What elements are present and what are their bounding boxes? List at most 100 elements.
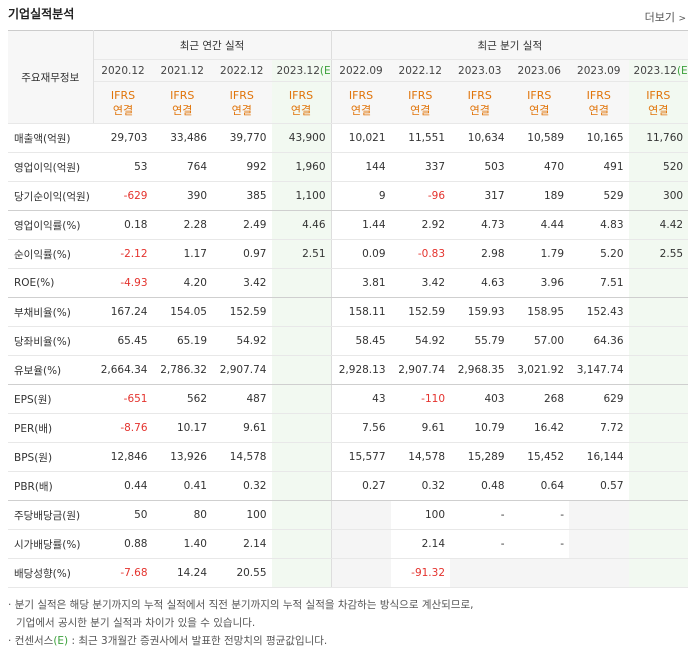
value-cell: 57.00: [509, 326, 570, 356]
period-cell: 2023.12(E): [628, 59, 689, 82]
value-cell: [628, 355, 689, 385]
value-cell: [628, 558, 689, 588]
value-cell: 65.19: [152, 326, 212, 356]
row-label: 영업이익률(%): [8, 210, 93, 240]
value-cell: [271, 384, 332, 414]
value-cell: [628, 500, 689, 530]
value-cell: 11,760: [628, 123, 689, 153]
data-row: 유보율(%) 2,664.34 2,786.32 2,907.74 2,928.13 2,…: [8, 355, 689, 385]
row-label: PBR(배): [8, 471, 93, 501]
data-row: BPS(원) 12,846 13,926 14,578 15,577 14,578 15,2…: [8, 442, 689, 472]
period-date: 2022.09: [339, 64, 383, 77]
value-cell: 43: [330, 384, 391, 414]
data-row: 배당성향(%) -7.68 14.24 20.55 -91.32: [8, 558, 689, 588]
value-cell: 268: [509, 384, 570, 414]
basis-cell: IFRS 연결: [628, 81, 689, 124]
more-text[interactable]: 더보기: [644, 11, 675, 24]
value-cell: 152.59: [390, 297, 451, 327]
value-cell: 4.63: [450, 268, 510, 298]
value-cell: [271, 442, 332, 472]
value-cell: 629: [569, 384, 629, 414]
value-cell: 152.43: [569, 297, 629, 327]
value-cell: 2,664.34: [93, 355, 153, 385]
consolidation: 연결: [648, 103, 669, 117]
value-cell: 0.97: [212, 239, 272, 269]
row-label: 시가배당률(%): [8, 529, 93, 559]
value-cell: 317: [450, 181, 510, 211]
value-cell: 100: [212, 500, 272, 530]
value-cell: 64.36: [569, 326, 629, 356]
accounting-standard: IFRS: [586, 88, 611, 102]
value-cell: 54.92: [390, 326, 451, 356]
value-cell: -4.93: [93, 268, 153, 298]
value-cell: 2.92: [390, 210, 451, 240]
value-cell: 3.96: [509, 268, 570, 298]
period-cell: 2023.03: [450, 59, 510, 82]
value-cell: 50: [93, 500, 153, 530]
financial-table: 주요재무정보 최근 연간 실적 최근 분기 실적 2020.12 2021.12 2022…: [8, 30, 689, 588]
value-cell: 2,907.74: [212, 355, 272, 385]
accounting-standard: IFRS: [348, 88, 374, 102]
value-cell: 10,634: [450, 123, 510, 153]
group-header: 최근 연간 실적: [93, 30, 332, 60]
value-cell: -91.32: [390, 558, 451, 588]
row-label: ROE(%): [8, 268, 93, 298]
value-cell: 15,289: [450, 442, 510, 472]
value-cell: 2.98: [450, 239, 510, 269]
value-cell: [271, 326, 332, 356]
value-cell: -96: [390, 181, 451, 211]
value-cell: [330, 500, 391, 530]
basis-cell: IFRS 연결: [212, 81, 272, 124]
value-cell: 10.79: [450, 413, 510, 443]
period-cell: 2023.12(E): [271, 59, 332, 82]
estimate-mark: (E): [676, 64, 688, 77]
period-date: 2023.06: [517, 64, 561, 77]
section-title: 기업실적분석: [8, 7, 75, 21]
notes: · 분기 실적은 해당 분기까지의 누적 실적에서 직전 분기까지의 누적 실적…: [8, 596, 473, 650]
value-cell: 14,578: [390, 442, 451, 472]
data-row: 주당배당금(원) 50 80 100 100- -: [8, 500, 689, 530]
value-cell: 154.05: [152, 297, 212, 327]
value-cell: [628, 471, 689, 501]
value-cell: 29,703: [93, 123, 153, 153]
period-date: 2023.12: [276, 64, 320, 77]
value-cell: 11,551: [390, 123, 451, 153]
value-cell: 337: [390, 152, 451, 182]
value-cell: 3,147.74: [569, 355, 629, 385]
row-label: 주당배당금(원): [8, 500, 93, 530]
data-row: PER(배) -8.76 10.17 9.61 7.56 9.61 10.79 16.42 7.…: [8, 413, 689, 443]
more-link[interactable]: 더보기 >: [644, 11, 686, 24]
data-row: 시가배당률(%) 0.88 1.40 2.14 2.14- -: [8, 529, 689, 559]
value-cell: 158.95: [509, 297, 570, 327]
table-body: 매출액(억원) 29,703 33,486 39,770 43,900 10,021 11,…: [8, 123, 689, 588]
value-cell: 53: [93, 152, 153, 182]
consolidation: 연결: [469, 103, 490, 117]
value-cell: 390: [152, 181, 212, 211]
header: 기업실적분석 더보기 >: [0, 0, 694, 28]
consolidation: 연결: [350, 103, 372, 117]
value-cell: 1.44: [330, 210, 391, 240]
value-cell: 14.24: [152, 558, 212, 588]
consolidation: 연결: [290, 103, 312, 117]
value-cell: 562: [152, 384, 212, 414]
value-cell: 0.88: [93, 529, 153, 559]
value-cell: 9.61: [212, 413, 272, 443]
note-text: 분기 실적은 해당 분기까지의 누적 실적에서 직전 분기까지의 누적 실적을 …: [14, 599, 474, 611]
value-cell: 4.44: [509, 210, 570, 240]
accounting-standard: IFRS: [170, 88, 195, 102]
value-cell: 9: [330, 181, 391, 211]
value-cell: [271, 268, 332, 298]
row-label: 부채비율(%): [8, 297, 93, 327]
value-cell: 3.81: [330, 268, 391, 298]
value-cell: 10,589: [509, 123, 570, 153]
basis-cell: IFRS 연결: [450, 81, 510, 124]
value-cell: 20.55: [212, 558, 272, 588]
basis-cell: IFRS 연결: [569, 81, 629, 124]
value-cell: -7.68: [93, 558, 153, 588]
basis-cell: IFRS 연결: [152, 81, 212, 124]
value-cell: -: [450, 529, 510, 559]
accounting-standard: IFRS: [467, 88, 492, 102]
data-row: ROE(%) -4.93 4.20 3.42 3.81 3.42 4.63 3.96 7.51: [8, 268, 689, 298]
value-cell: 4.83: [569, 210, 629, 240]
